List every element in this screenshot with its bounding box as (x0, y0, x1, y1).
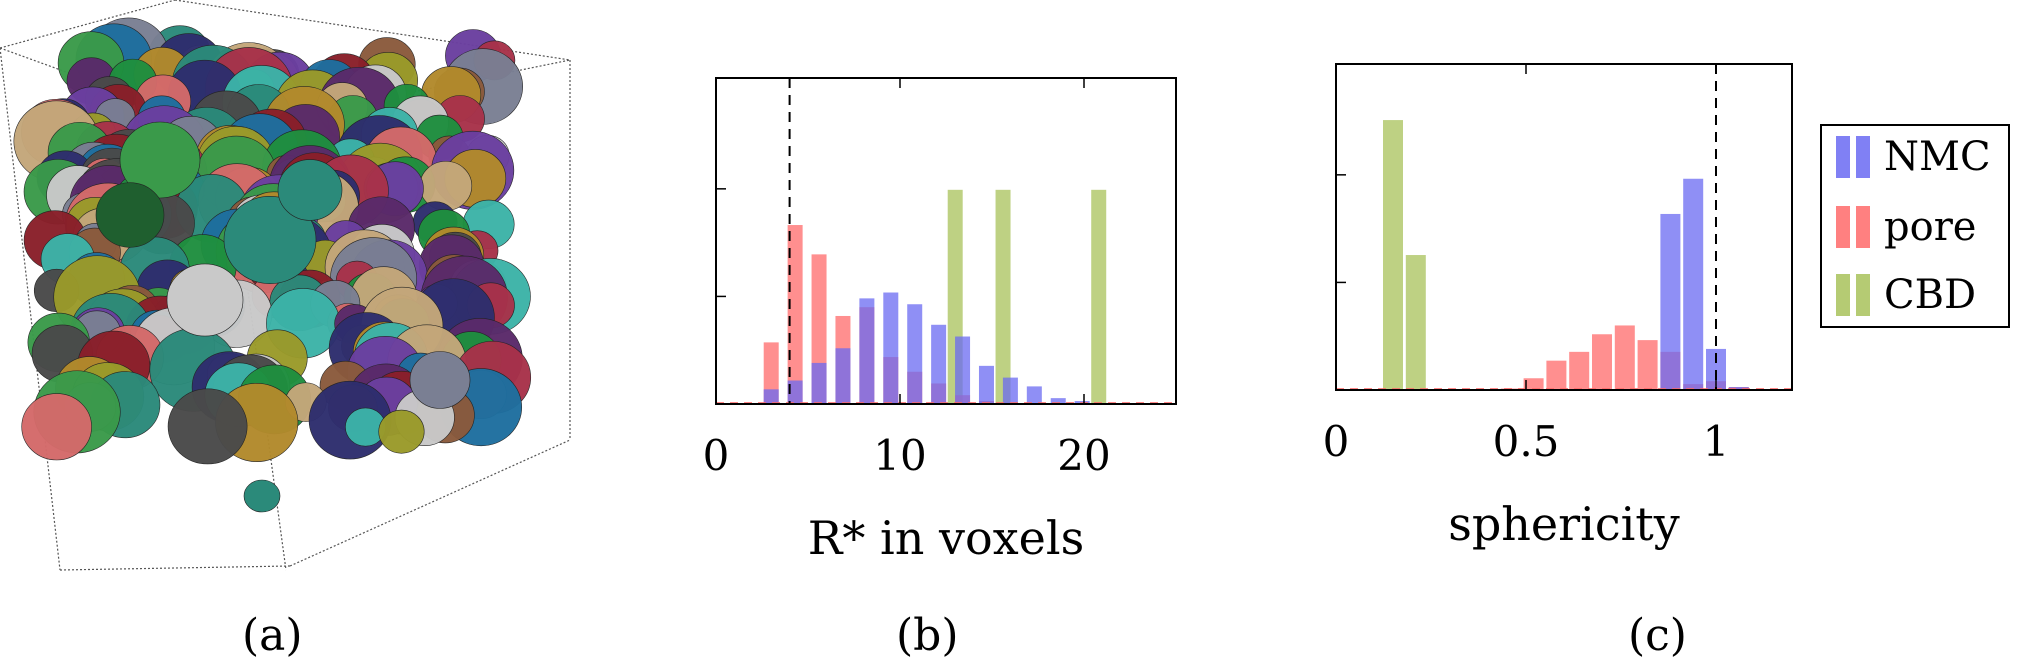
x-tick-label: 1 (1703, 417, 1730, 466)
bar-pore (763, 342, 779, 404)
x-tick-label: 0.5 (1493, 417, 1560, 466)
particle (95, 182, 165, 248)
bar-nmc (835, 348, 851, 404)
volume-box-edge (0, 47, 61, 571)
bar-nmc (1002, 377, 1018, 404)
legend-swatch-pore-2 (1856, 206, 1870, 248)
particle (243, 479, 281, 513)
bar-nmc (811, 362, 827, 404)
caption-c: (c) (1628, 610, 1687, 661)
bar-pore (1637, 340, 1658, 390)
bar-pore (1592, 334, 1612, 390)
legend-swatch-nmc (1836, 136, 1850, 178)
bar-cbd (1091, 189, 1107, 404)
histogram-sphericity: 0 0.5 1 sphericity (1323, 63, 1793, 551)
particle (21, 393, 92, 461)
particle-volume-render (0, 0, 571, 571)
bar-pore (1546, 360, 1567, 390)
bar-nmc (1728, 387, 1749, 390)
legend-swatch-cbd-2 (1856, 274, 1870, 316)
volume-box-edge (59, 565, 291, 571)
legend-item-nmc: NMC (1836, 132, 1991, 182)
bar-nmc (978, 365, 994, 404)
bar-nmc (1706, 348, 1726, 390)
particle (119, 121, 201, 199)
legend-item-cbd: CBD (1836, 270, 1976, 320)
bar-nmc (1026, 386, 1042, 404)
legend-label: pore (1884, 204, 1977, 250)
legend-swatch-cbd (1836, 274, 1850, 316)
legend: NMC pore CBD (1820, 124, 2010, 328)
volume-box-edge (289, 439, 571, 567)
legend-item-pore: pore (1836, 202, 1976, 252)
bar-nmc (907, 304, 923, 404)
bar-pore (1569, 351, 1590, 390)
bar-pore (1614, 325, 1635, 390)
bar-nmc (763, 389, 779, 404)
bar-cbd (1383, 120, 1403, 391)
particle (378, 409, 425, 454)
legend-swatch-pore (1836, 206, 1850, 248)
legend-label: NMC (1884, 134, 1991, 180)
bar-nmc (1660, 213, 1681, 390)
x-axis-label: R* in voxels (808, 511, 1084, 565)
particle (277, 159, 343, 221)
bar-nmc (931, 324, 947, 404)
x-tick-label: 10 (873, 431, 926, 480)
particle (223, 196, 317, 285)
bar-nmc (955, 336, 971, 404)
caption-a: (a) (242, 610, 303, 661)
bar-cbd (1405, 255, 1426, 390)
bar-pore (787, 225, 803, 404)
bar-cbd (995, 189, 1011, 404)
particle (166, 263, 244, 337)
x-tick-label: 0 (1323, 417, 1350, 466)
caption-b: (b) (896, 610, 959, 661)
histogram-radius: 0 10 20 R* in voxels (703, 77, 1177, 565)
x-axis-label: sphericity (1448, 497, 1680, 551)
plot-frame (715, 77, 1177, 405)
legend-swatch-nmc-2 (1856, 136, 1870, 178)
legend-label: CBD (1884, 272, 1977, 318)
particle (409, 351, 471, 409)
bar-nmc (1683, 178, 1704, 390)
bar-nmc (787, 380, 803, 404)
bar-nmc (859, 298, 875, 404)
bar-nmc (1050, 398, 1066, 404)
plot-frame (1335, 63, 1793, 391)
x-tick-label: 20 (1057, 431, 1110, 480)
x-tick-label: 0 (703, 431, 730, 480)
bar-nmc (883, 292, 899, 404)
particle (167, 388, 248, 465)
bar-pore (1523, 378, 1544, 390)
